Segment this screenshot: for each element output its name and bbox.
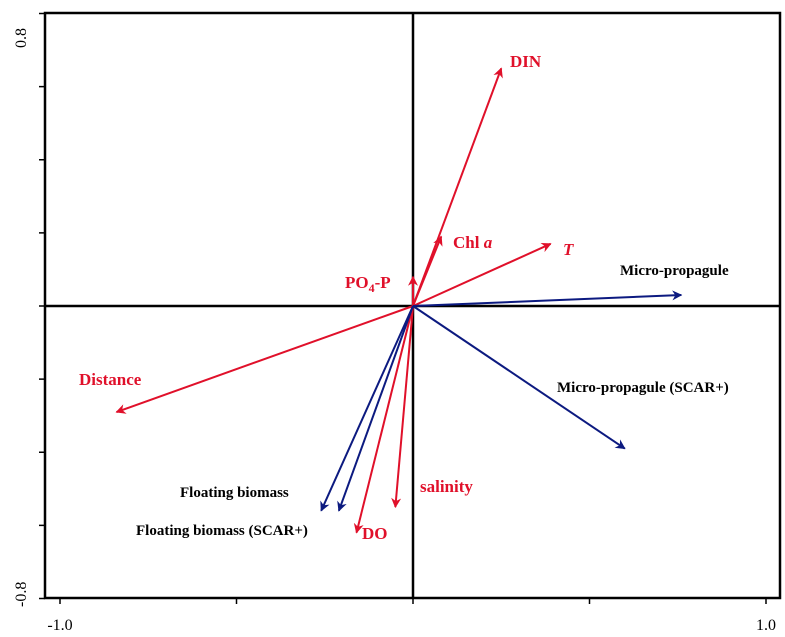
x-tick-label-left: -1.0 (47, 617, 72, 634)
x-tick-label-right: 1.0 (756, 617, 776, 634)
y-tick-label-bottom: -0.8 (13, 582, 30, 607)
response-vector-3 (337, 305, 414, 512)
label-po4-sub: 4 (369, 281, 375, 295)
env-vector-0 (412, 67, 503, 307)
axis-ticks (39, 12, 767, 604)
vector-labels: DIN Chl a T PO4-P Distance DO salinity M… (79, 52, 729, 543)
label-po4-p: PO4-P (345, 273, 391, 295)
y-tick-label-top: 0.8 (13, 28, 30, 48)
label-t: T (563, 240, 574, 259)
env-vector-2 (412, 242, 552, 307)
label-po4-tail: -P (375, 273, 391, 292)
response-vector-0 (412, 290, 683, 307)
label-po4-main: PO (345, 273, 369, 292)
env-vector-5 (353, 305, 414, 534)
env-vector-1 (412, 235, 443, 307)
label-floating-biomass: Floating biomass (180, 485, 289, 501)
label-distance: Distance (79, 370, 142, 389)
env-vector-6 (391, 305, 414, 509)
label-chl-italic: a (484, 233, 493, 252)
env-vector-4 (115, 305, 414, 414)
label-floating-biomass-scar: Floating biomass (SCAR+) (136, 523, 308, 539)
label-chl-a: Chl a (453, 233, 493, 252)
response-vector-1 (412, 305, 626, 450)
label-din: DIN (510, 52, 542, 71)
label-micro-propagule-scar: Micro-propagule (SCAR+) (557, 380, 729, 396)
label-micro-propagule: Micro-propagule (620, 263, 729, 279)
label-do: DO (362, 524, 388, 543)
response-vector-2 (320, 305, 414, 512)
label-salinity: salinity (420, 477, 473, 496)
vector-group (115, 67, 683, 534)
label-chl-main: Chl (453, 233, 484, 252)
